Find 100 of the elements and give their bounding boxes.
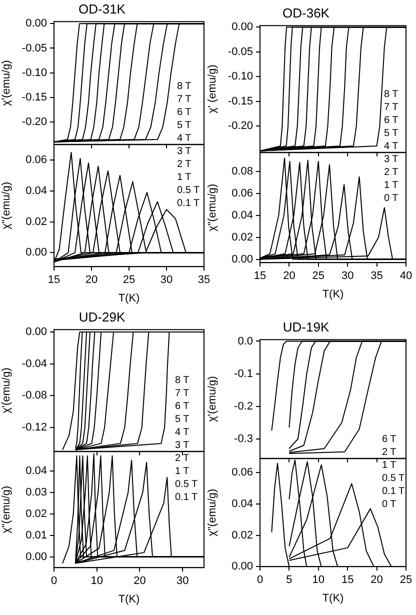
y-axis-title: χ"(emu/g) [206,184,219,232]
annotation: 1 T [175,465,190,478]
annotation: 4 T [384,140,398,153]
annotation: 2 T [382,446,398,459]
annotation: 6 T [382,433,398,446]
y-tick-label: 0.00 [26,326,47,338]
y-tick-label: -0.08 [22,390,47,402]
annotation: 7 T [384,101,398,114]
y-tick-label: 0.00 [232,21,253,34]
chart-title: UD-19K [282,319,330,334]
y-tick-label: -0.05 [228,46,253,58]
y-tick-label: -0.12 [22,422,47,434]
y-tick-label: -0.1 [234,368,253,380]
x-tick-label: 35 [198,274,210,286]
x-tick-label: 30 [160,274,173,286]
x-axis-title: T(K) [322,592,344,604]
x-tick-label: 30 [176,575,189,588]
y-axis-title: χ'(emu/g) [0,368,13,414]
y-tick-label: -0.05 [22,42,47,54]
annotation: 3 T [384,153,398,166]
x-tick-label: 5 [286,574,292,586]
annotation: 0.5 T [177,184,200,197]
x-tick-label: 20 [370,574,383,586]
x-tick-label: 25 [400,574,412,586]
y-tick-label: 0.06 [232,466,253,479]
y-tick-label: -0.15 [22,92,47,104]
annotation: 0.1 T [382,485,405,498]
x-tick-label: 10 [90,575,103,588]
y-axis-title: χ' (emu/g) [206,64,219,114]
annotation: 1 T [382,459,398,472]
x-tick-label: 15 [48,274,60,286]
annotation: 2 T [175,452,190,465]
y-tick-label: 0.0 [238,335,253,348]
x-tick-label: 0 [50,575,58,588]
y-tick-label: -0.2 [234,400,253,412]
x-axis-title: T(K) [118,292,140,304]
annotation: 5 T [177,119,192,132]
annotation: 7 T [175,387,190,400]
x-axis-title: T(K) [118,593,140,606]
x-tick-label: 10 [312,574,325,586]
y-tick-label: 0.01 [26,529,47,542]
y-axis-title: χ"(emu/g) [0,486,13,534]
annotation: 8 T [384,88,398,101]
y-tick-label: 0.06 [232,187,253,200]
annotation: 6 T [177,106,192,119]
y-tick-label: -0.10 [228,70,253,83]
x-tick-label: 20 [283,270,296,282]
annotation: 0.1 T [177,197,200,210]
annotation: 0.5 T [175,478,198,491]
x-tick-label: 15 [341,574,354,586]
y-axis-title: χ"(emu/g) [0,182,13,230]
chart-title: OD-31K [78,1,126,16]
y-axis-title: χ"(emu/g) [206,488,219,536]
x-axis-title: T(K) [322,288,344,300]
x-tick-label: 0 [256,574,264,586]
chart-title: OD-36K [282,5,330,20]
y-tick-label: 0.04 [26,184,47,197]
annotation: 2 T [384,166,398,179]
annotation: 0 T [382,498,398,511]
x-tick-label: 20 [134,575,146,588]
y-tick-label: -0.10 [22,66,47,79]
y-tick-label: -0.20 [228,120,253,132]
y-tick-label: 0.00 [232,560,253,573]
y-tick-label: 0.03 [26,486,47,498]
y-tick-label: -0.3 [234,432,253,445]
x-tick-label: 20 [85,274,98,286]
y-tick-label: 0.02 [232,529,253,542]
y-tick-label: 0.02 [26,508,47,520]
annotation: 5 T [384,127,398,140]
annotation: 1 T [384,179,398,192]
x-tick-label: 30 [341,270,354,282]
x-tick-label: 25 [122,274,136,286]
y-tick-label: 0.04 [232,209,253,222]
y-axis-title: χ'(emu/g) [0,60,13,106]
y-tick-label: -0.15 [228,95,253,108]
annotation: 5 T [175,413,190,426]
annotation: 8 T [175,374,190,387]
y-tick-label: 0.00 [26,550,47,563]
y-axis-title: χ'(emu/g) [206,376,219,422]
annotation: 0 T [384,192,398,205]
y-tick-label: 0.02 [232,231,253,244]
annotation: 0.5 T [382,472,405,485]
y-tick-label: -0.20 [22,116,47,128]
y-tick-label: 0.00 [232,253,253,266]
annotation: 3 T [177,145,192,158]
annotation: 4 T [175,426,190,439]
x-tick-label: 40 [400,270,412,282]
annotation: 4 T [177,132,192,145]
y-tick-label: 0.06 [26,154,47,166]
y-tick-label: -0.04 [22,358,47,370]
y-tick-label: 0.00 [26,18,47,30]
annotation: 6 T [384,114,398,127]
annotation: 1 T [177,171,192,184]
annotation: 2 T [177,158,192,171]
y-tick-label: 0.08 [232,165,253,178]
annotation: 8 T [177,80,192,93]
y-tick-label: 0.00 [26,246,47,259]
x-tick-label: 25 [312,270,325,282]
x-tick-label: 35 [370,270,383,282]
y-tick-label: 0.04 [26,464,47,477]
